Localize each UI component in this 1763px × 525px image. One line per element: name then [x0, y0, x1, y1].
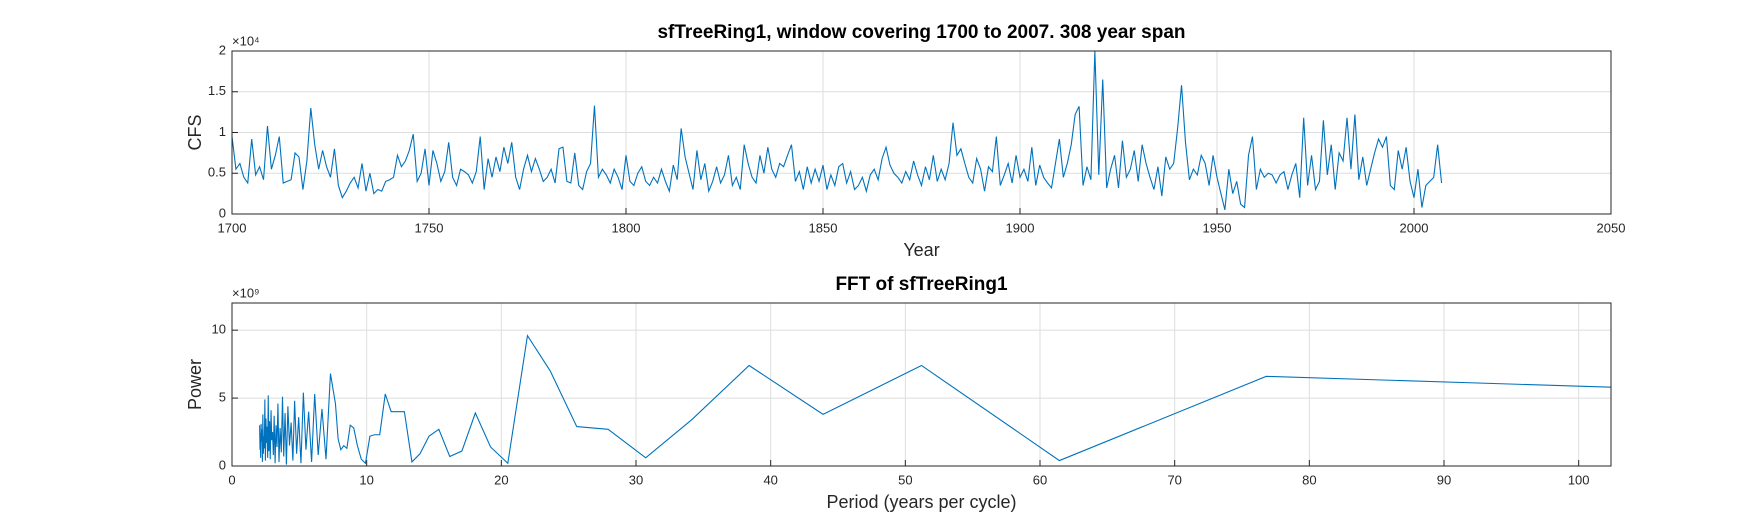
x-tick-label: 40 — [763, 472, 777, 487]
axes-box — [231, 50, 1612, 215]
x-tick-label: 1900 — [1006, 220, 1035, 235]
data-line — [231, 50, 1443, 211]
x-axis-label: Year — [903, 240, 939, 260]
x-tick-label: 90 — [1437, 472, 1451, 487]
x-tick-label: 2050 — [1597, 220, 1626, 235]
axes-box — [231, 302, 1612, 467]
y-tick-label: 1 — [219, 124, 226, 139]
y-exponent: ×10⁴ — [232, 33, 260, 48]
y-tick-label: 1.5 — [208, 83, 226, 98]
y-axis-label: CFS — [185, 115, 205, 151]
x-tick-label: 1700 — [218, 220, 247, 235]
x-tick-label: 1800 — [612, 220, 641, 235]
x-tick-label: 1850 — [809, 220, 838, 235]
x-tick-label: 10 — [359, 472, 373, 487]
plot-area — [232, 303, 1611, 466]
chart-title: FFT of sfTreeRing1 — [835, 274, 1008, 295]
x-tick-label: 2000 — [1400, 220, 1429, 235]
x-tick-label: 1750 — [415, 220, 444, 235]
x-tick-label: 30 — [629, 472, 643, 487]
x-tick-label: 1950 — [1203, 220, 1232, 235]
x-tick-label: 0 — [228, 472, 235, 487]
y-axis-label: Power — [185, 359, 205, 410]
x-axis-label: Period (years per cycle) — [826, 492, 1016, 512]
y-tick-label: 2 — [219, 42, 226, 57]
x-tick-label: 20 — [494, 472, 508, 487]
y-tick-label: 0 — [219, 457, 226, 472]
x-tick-label: 50 — [898, 472, 912, 487]
x-tick-label: 70 — [1167, 472, 1181, 487]
y-exponent: ×10⁹ — [232, 285, 260, 300]
chart-title: sfTreeRing1, window covering 1700 to 200… — [657, 22, 1185, 43]
data-line — [259, 334, 1612, 465]
y-tick-label: 0.5 — [208, 165, 226, 180]
y-tick-label: 5 — [219, 390, 226, 405]
y-tick-label: 0 — [219, 205, 226, 220]
x-tick-label: 60 — [1033, 472, 1047, 487]
x-tick-label: 80 — [1302, 472, 1316, 487]
x-tick-label: 100 — [1568, 472, 1590, 487]
y-tick-label: 10 — [212, 322, 226, 337]
